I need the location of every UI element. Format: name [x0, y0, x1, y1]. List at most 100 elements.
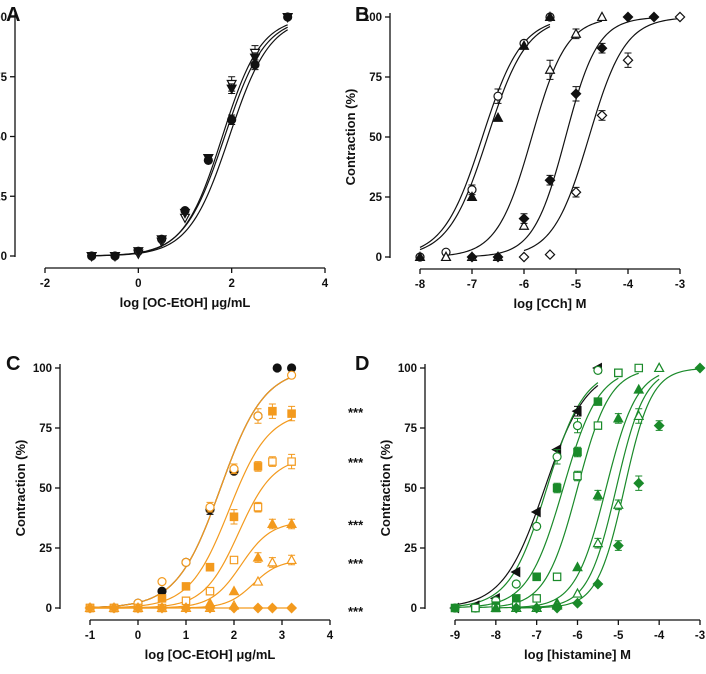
data-point-b-2 [440, 251, 452, 262]
panel-letter-c: C [6, 353, 20, 375]
data-point-c-3 [287, 457, 296, 466]
x-tick-label-b: -4 [623, 279, 634, 291]
data-point-c-3 [181, 596, 191, 606]
data-point-b-3 [570, 88, 582, 100]
x-tick-label-d: -9 [450, 630, 460, 642]
data-point-d-3 [593, 421, 603, 430]
fit-curve-b-4 [523, 17, 681, 252]
x-tick-label-d: -8 [491, 630, 502, 642]
fit-curve-d-4 [495, 374, 660, 609]
fit-curve-c-2 [89, 418, 292, 609]
data-point-c-4 [267, 518, 278, 529]
x-tick-label-c: 0 [135, 630, 141, 642]
fit-curve-c-4 [90, 523, 292, 609]
y-axis-title-d: Contraction (%) [378, 440, 393, 537]
data-point-b-3 [544, 174, 556, 186]
data-point-c-6 [180, 602, 192, 614]
data-point-c-1 [287, 370, 297, 380]
data-point-c-3 [205, 586, 215, 596]
data-point-c-5 [286, 554, 297, 565]
data-point-b-4 [518, 251, 530, 263]
data-point-c-1 [157, 576, 167, 587]
data-point-d-3 [634, 363, 644, 373]
data-point-b-0 [493, 91, 503, 101]
x-tick-label-d: -5 [613, 630, 624, 642]
data-point-d-0 [571, 405, 582, 417]
x-tick-label-d: -3 [695, 630, 705, 642]
data-point-d-1 [552, 452, 562, 462]
data-point-d-5 [612, 498, 624, 509]
data-point-d-5 [653, 362, 665, 373]
y-tick-label-c: 75 [39, 423, 52, 435]
x-tick-label-c: -1 [85, 630, 96, 642]
significance-label-c-0: *** [348, 405, 364, 420]
data-point-d-2 [552, 483, 562, 493]
x-tick-label-b: -5 [571, 279, 582, 291]
x-tick-label-a: 0 [135, 278, 141, 290]
data-point-d-1 [593, 365, 603, 375]
data-point-a-2 [202, 153, 214, 164]
y-tick-label-a: 50 [0, 132, 7, 144]
x-tick-label-c: 2 [231, 630, 237, 642]
data-point-d-6 [510, 602, 522, 614]
y-tick-label-b: 50 [369, 132, 382, 144]
fit-curve-a-1 [91, 24, 288, 257]
y-tick-label-d: 50 [404, 483, 417, 495]
data-point-d-6 [551, 602, 563, 614]
x-tick-label-c: 4 [327, 630, 334, 642]
data-point-c-6 [84, 602, 96, 614]
x-tick-label-b: -7 [467, 279, 477, 291]
y-tick-label-b: 0 [376, 252, 382, 264]
fit-curve-c-1 [89, 376, 292, 608]
data-point-c-1 [181, 557, 191, 568]
y-tick-label-c: 100 [33, 363, 52, 375]
data-point-c-2 [181, 582, 191, 591]
data-point-a-2 [249, 53, 261, 64]
significance-label-c-3: *** [348, 556, 364, 571]
y-tick-label-d: 25 [404, 543, 417, 555]
fit-curve-b-1 [419, 26, 551, 251]
data-point-d-3 [532, 594, 541, 603]
data-point-b-1 [466, 191, 478, 202]
fit-curve-d-2 [454, 377, 619, 609]
y-axis-title-b: Contraction (%) [343, 89, 358, 186]
data-point-d-4 [490, 602, 502, 613]
x-tick-label-d: -7 [532, 630, 542, 642]
significance-label-c-4: *** [348, 604, 364, 619]
data-point-b-3 [492, 251, 504, 263]
data-point-b-4 [544, 249, 556, 261]
data-point-d-6 [612, 540, 624, 552]
data-point-a-2 [179, 208, 191, 219]
data-point-b-2 [518, 219, 530, 230]
data-point-b-3 [622, 11, 634, 23]
y-tick-label-a: 25 [0, 191, 8, 203]
data-point-d-2 [573, 447, 582, 457]
y-tick-label-b: 25 [369, 192, 382, 204]
data-point-b-3 [596, 42, 608, 54]
y-tick-label-d: 0 [411, 603, 417, 615]
data-point-d-6 [572, 597, 583, 609]
data-point-b-4 [596, 109, 608, 121]
data-point-c-2 [287, 409, 296, 418]
data-point-a-2 [282, 12, 294, 23]
significance-label-c-2: *** [348, 518, 364, 533]
y-tick-label-b: 100 [363, 12, 382, 24]
data-point-c-2 [157, 594, 167, 603]
data-point-d-1 [572, 421, 583, 431]
data-point-d-2 [511, 594, 521, 603]
data-point-c-1 [253, 411, 263, 421]
data-point-d-6 [694, 362, 706, 374]
x-tick-label-a: -2 [40, 278, 50, 290]
y-tick-label-a: 0 [1, 251, 7, 263]
data-point-d-4 [612, 412, 624, 423]
data-point-d-0 [530, 506, 541, 518]
data-point-a-2 [86, 251, 98, 262]
panel-letter-d: D [355, 353, 369, 375]
data-point-c-6 [228, 602, 240, 614]
data-point-b-2 [570, 27, 582, 38]
data-point-c-5 [252, 575, 264, 586]
data-point-c-1 [229, 464, 239, 474]
x-tick-label-c: 1 [183, 630, 190, 642]
data-point-d-6 [653, 420, 665, 432]
data-point-c-2 [205, 562, 215, 572]
